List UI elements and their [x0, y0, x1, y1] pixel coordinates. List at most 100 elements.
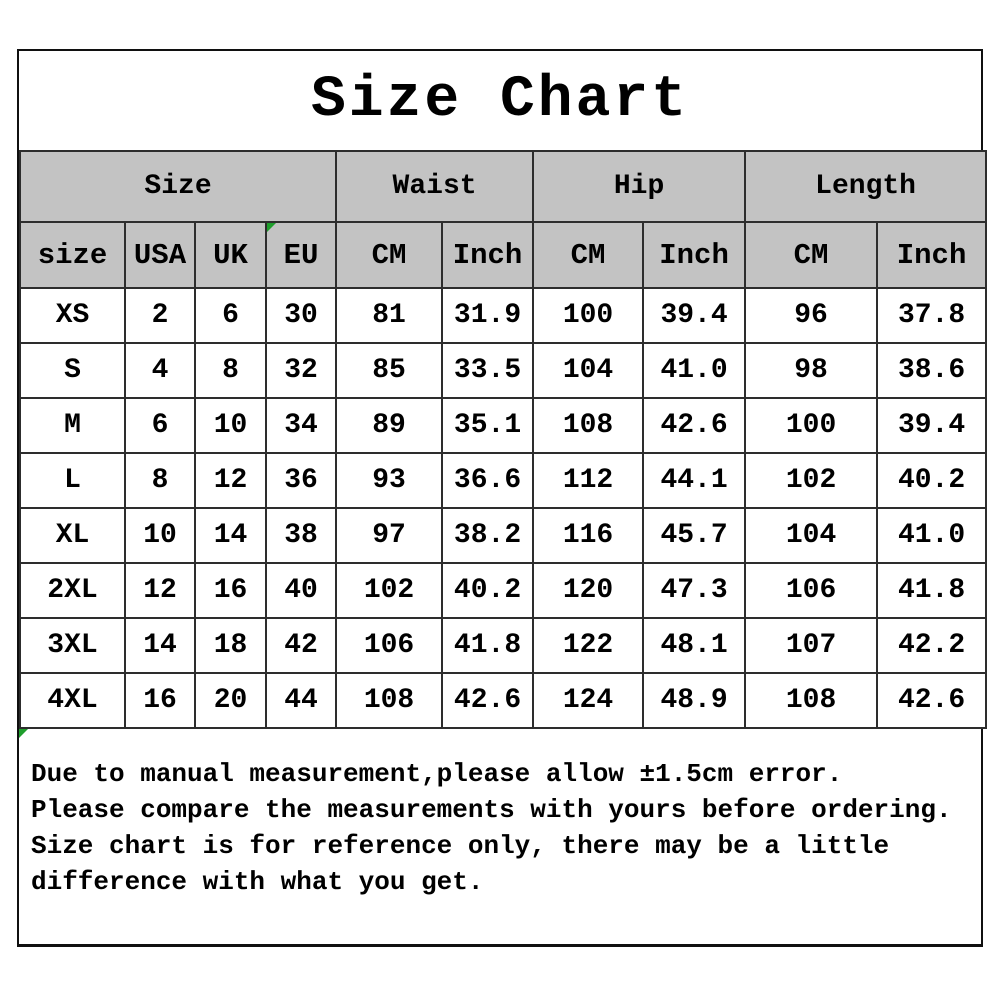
value-cell: 40.2: [876, 452, 988, 509]
value-cell: 122: [532, 617, 645, 674]
value-cell: 30: [264, 287, 338, 344]
value-cell: 42: [264, 617, 338, 674]
value-cell: 32: [264, 342, 338, 399]
table-row: XL 10 14 38 97 38.2 116 45.7 104 41.0: [19, 507, 988, 564]
sub-header-size: size: [19, 221, 126, 289]
value-cell: 6: [124, 397, 196, 454]
value-cell: 20: [194, 672, 267, 729]
value-cell: 41.8: [441, 617, 535, 674]
value-cell: 100: [532, 287, 645, 344]
value-cell: 108: [532, 397, 645, 454]
sub-header-eu: EU: [264, 221, 338, 289]
value-cell: 104: [532, 342, 645, 399]
value-cell: 12: [124, 562, 196, 619]
value-cell: 40.2: [441, 562, 535, 619]
value-cell: 124: [532, 672, 645, 729]
value-cell: 48.9: [642, 672, 747, 729]
group-header-waist: Waist: [335, 150, 535, 223]
value-cell: 38.6: [876, 342, 988, 399]
value-cell: 42.2: [876, 617, 988, 674]
value-cell: 33.5: [441, 342, 535, 399]
table-row: 4XL 16 20 44 108 42.6 124 48.9 108 42.6: [19, 672, 988, 729]
value-cell: 106: [744, 562, 879, 619]
value-cell: 108: [744, 672, 879, 729]
size-label-cell: L: [19, 452, 126, 509]
footer-note-line: Due to manual measurement,please allow ±…: [31, 759, 843, 789]
table-row: S 4 8 32 85 33.5 104 41.0 98 38.6: [19, 342, 988, 399]
value-cell: 8: [194, 342, 267, 399]
sub-header-length-cm: CM: [744, 221, 879, 289]
table-row: 2XL 12 16 40 102 40.2 120 47.3 106 41.8: [19, 562, 988, 619]
value-cell: 120: [532, 562, 645, 619]
value-cell: 38: [264, 507, 338, 564]
value-cell: 108: [335, 672, 444, 729]
value-cell: 89: [335, 397, 444, 454]
table-group-header-row: Size Waist Hip Length: [18, 150, 988, 223]
value-cell: 107: [744, 617, 879, 674]
value-cell: 36.6: [441, 452, 535, 509]
group-header-hip: Hip: [532, 150, 747, 223]
size-label-cell: M: [19, 397, 126, 454]
value-cell: 34: [264, 397, 338, 454]
value-cell: 96: [744, 287, 879, 344]
sub-header-length-inch: Inch: [876, 221, 988, 289]
sub-header-hip-cm: CM: [532, 221, 645, 289]
sub-header-waist-cm: CM: [335, 221, 444, 289]
value-cell: 98: [744, 342, 879, 399]
table-row: XS 2 6 30 81 31.9 100 39.4 96 37.8: [19, 287, 988, 344]
footer-note-line: Please compare the measurements with you…: [31, 795, 952, 825]
value-cell: 10: [124, 507, 196, 564]
value-cell: 41.8: [876, 562, 988, 619]
value-cell: 42.6: [441, 672, 535, 729]
footer-note: Due to manual measurement,please allow ±…: [19, 729, 981, 944]
value-cell: 42.6: [876, 672, 988, 729]
value-cell: 40: [264, 562, 338, 619]
value-cell: 8: [124, 452, 196, 509]
value-cell: 102: [335, 562, 444, 619]
value-cell: 41.0: [642, 342, 747, 399]
sub-header-usa: USA: [124, 221, 196, 289]
value-cell: 16: [194, 562, 267, 619]
size-label-cell: XS: [19, 287, 126, 344]
green-corner-marker-icon: [19, 729, 28, 738]
value-cell: 97: [335, 507, 444, 564]
value-cell: 93: [335, 452, 444, 509]
value-cell: 39.4: [642, 287, 747, 344]
size-label-cell: S: [19, 342, 126, 399]
value-cell: 16: [124, 672, 196, 729]
value-cell: 42.6: [642, 397, 747, 454]
size-table-body: XS 2 6 30 81 31.9 100 39.4 96 37.8 S 4 8 32 85 33.5 104 4…: [19, 287, 988, 729]
size-label-cell: 4XL: [19, 672, 126, 729]
page-title: Size Chart: [19, 51, 981, 150]
sub-header-waist-inch: Inch: [441, 221, 535, 289]
group-header-length: Length: [744, 150, 988, 223]
sub-header-hip-inch: Inch: [642, 221, 747, 289]
table-row: 3XL 14 18 42 106 41.8 122 48.1 107 42.2: [19, 617, 988, 674]
value-cell: 39.4: [876, 397, 988, 454]
size-label-cell: 3XL: [19, 617, 126, 674]
value-cell: 116: [532, 507, 645, 564]
size-table: Size Waist Hip Length size USA UK EU CM …: [18, 150, 988, 729]
group-header-size: Size: [18, 150, 338, 223]
value-cell: 36: [264, 452, 338, 509]
value-cell: 106: [335, 617, 444, 674]
value-cell: 35.1: [441, 397, 535, 454]
value-cell: 4: [124, 342, 196, 399]
footer-note-line: difference with what you get.: [31, 867, 484, 897]
value-cell: 14: [194, 507, 267, 564]
value-cell: 37.8: [876, 287, 988, 344]
value-cell: 6: [194, 287, 267, 344]
value-cell: 112: [532, 452, 645, 509]
value-cell: 14: [124, 617, 196, 674]
value-cell: 45.7: [642, 507, 747, 564]
green-corner-marker-icon: [268, 224, 276, 232]
table-row: L 8 12 36 93 36.6 112 44.1 102 40.2: [19, 452, 988, 509]
sub-header-uk: UK: [194, 221, 267, 289]
value-cell: 18: [194, 617, 267, 674]
table-row: M 6 10 34 89 35.1 108 42.6 100 39.4: [19, 397, 988, 454]
value-cell: 38.2: [441, 507, 535, 564]
value-cell: 81: [335, 287, 444, 344]
value-cell: 102: [744, 452, 879, 509]
value-cell: 44: [264, 672, 338, 729]
